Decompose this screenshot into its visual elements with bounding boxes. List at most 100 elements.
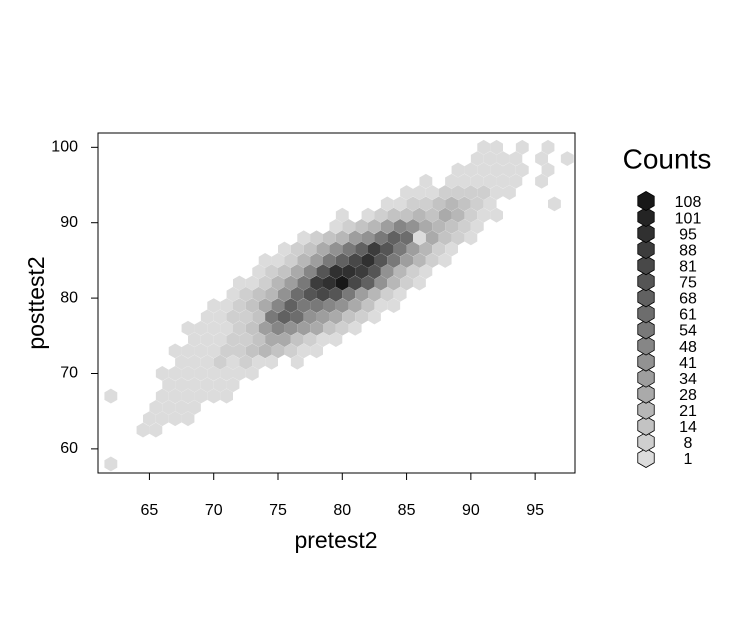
hex-cell (342, 219, 356, 234)
hex-cell (387, 207, 401, 223)
hex-cell (181, 320, 195, 336)
hex-cell (477, 162, 491, 178)
hex-cell (329, 241, 343, 257)
hex-cell (271, 275, 285, 291)
hex-cell (220, 388, 233, 404)
hex-cell (220, 298, 233, 314)
hex-cell (503, 162, 516, 178)
hex-cell (361, 275, 375, 291)
legend-hex (637, 303, 655, 324)
legend-hex (637, 415, 655, 436)
hex-cell (245, 320, 259, 336)
hex-cell (380, 219, 394, 234)
hex-cell (419, 173, 433, 189)
hex-cell (252, 332, 266, 347)
legend-hex (637, 207, 655, 228)
hex-cell (323, 298, 336, 314)
hex-cell (303, 309, 317, 325)
hex-cell (419, 219, 433, 234)
hex-cell (207, 366, 221, 381)
x-tick-label: 75 (269, 502, 287, 519)
hex-cell (316, 241, 330, 257)
hex-cell (329, 309, 343, 325)
hex-cell (316, 264, 330, 280)
hex-cell (438, 230, 452, 246)
hex-cell (155, 411, 169, 427)
hex-cell (380, 286, 394, 302)
hex-cell (406, 219, 420, 234)
hex-cell (470, 173, 484, 189)
y-tick-label: 60 (60, 440, 78, 457)
legend-hex (637, 399, 655, 420)
hex-cell (175, 354, 188, 370)
hex-cell (175, 377, 188, 393)
hex-cell (393, 286, 407, 302)
hex-cell (226, 354, 240, 370)
y-tick-label: 80 (60, 289, 78, 306)
hex-cell (149, 399, 163, 415)
hex-cell (368, 264, 381, 280)
hex-cell (335, 275, 349, 291)
hex-cell (374, 252, 388, 268)
hex-cell (168, 388, 182, 404)
x-tick-label: 90 (462, 502, 480, 519)
hex-cell (181, 343, 195, 359)
hex-cell (419, 264, 433, 280)
hex-cell (329, 264, 343, 280)
hex-cell (297, 252, 311, 268)
hex-cell (303, 241, 317, 257)
hex-cell (303, 286, 317, 302)
hex-cell (162, 377, 176, 393)
legend-hex (637, 351, 655, 372)
hex-cell (290, 264, 304, 280)
hex-cell (168, 411, 182, 427)
hex-cell (400, 185, 413, 200)
hex-cell (374, 298, 388, 314)
hex-cell (168, 366, 182, 381)
hex-cell (348, 230, 362, 246)
legend-label: 28 (679, 387, 697, 404)
hex-cell (413, 230, 426, 246)
x-axis-label: pretest2 (294, 527, 377, 553)
hex-cell (535, 151, 548, 167)
legend-label: 95 (679, 226, 697, 243)
hex-cell (425, 230, 439, 246)
hex-cell (239, 286, 253, 302)
hex-cell (188, 377, 201, 393)
hex-cell (393, 219, 407, 234)
hex-cell (265, 309, 278, 325)
hex-cell (233, 298, 246, 314)
hex-cell (226, 309, 240, 325)
hex-cell (194, 366, 208, 381)
hex-cell (233, 275, 246, 291)
hex-cell (258, 252, 272, 268)
hex-cell (188, 332, 201, 347)
hex-cell (226, 332, 240, 347)
hex-cell (207, 343, 221, 359)
hex-cell (348, 320, 362, 336)
hex-cell (406, 241, 420, 257)
hex-cell (310, 275, 323, 291)
hex-cell (323, 275, 336, 291)
hex-cell (483, 173, 497, 189)
legend-hex (637, 287, 655, 308)
hex-cell (413, 207, 426, 223)
y-tick-label: 100 (51, 139, 78, 156)
hex-cell (470, 196, 484, 212)
hex-cell (361, 298, 375, 314)
hex-cell (438, 252, 452, 268)
hex-cell (368, 309, 381, 325)
hex-cell (445, 241, 458, 257)
hex-cell (323, 230, 336, 246)
hex-cell (290, 286, 304, 302)
hex-cell (245, 275, 259, 291)
hex-cell (458, 173, 471, 189)
hex-cell (252, 309, 266, 325)
legend-hex (637, 271, 655, 292)
x-tick-label: 85 (398, 502, 416, 519)
hex-cell (239, 332, 253, 347)
hex-cell (207, 298, 221, 314)
hex-cell (200, 354, 214, 370)
hex-cell (432, 241, 446, 257)
hex-cell (490, 185, 503, 200)
